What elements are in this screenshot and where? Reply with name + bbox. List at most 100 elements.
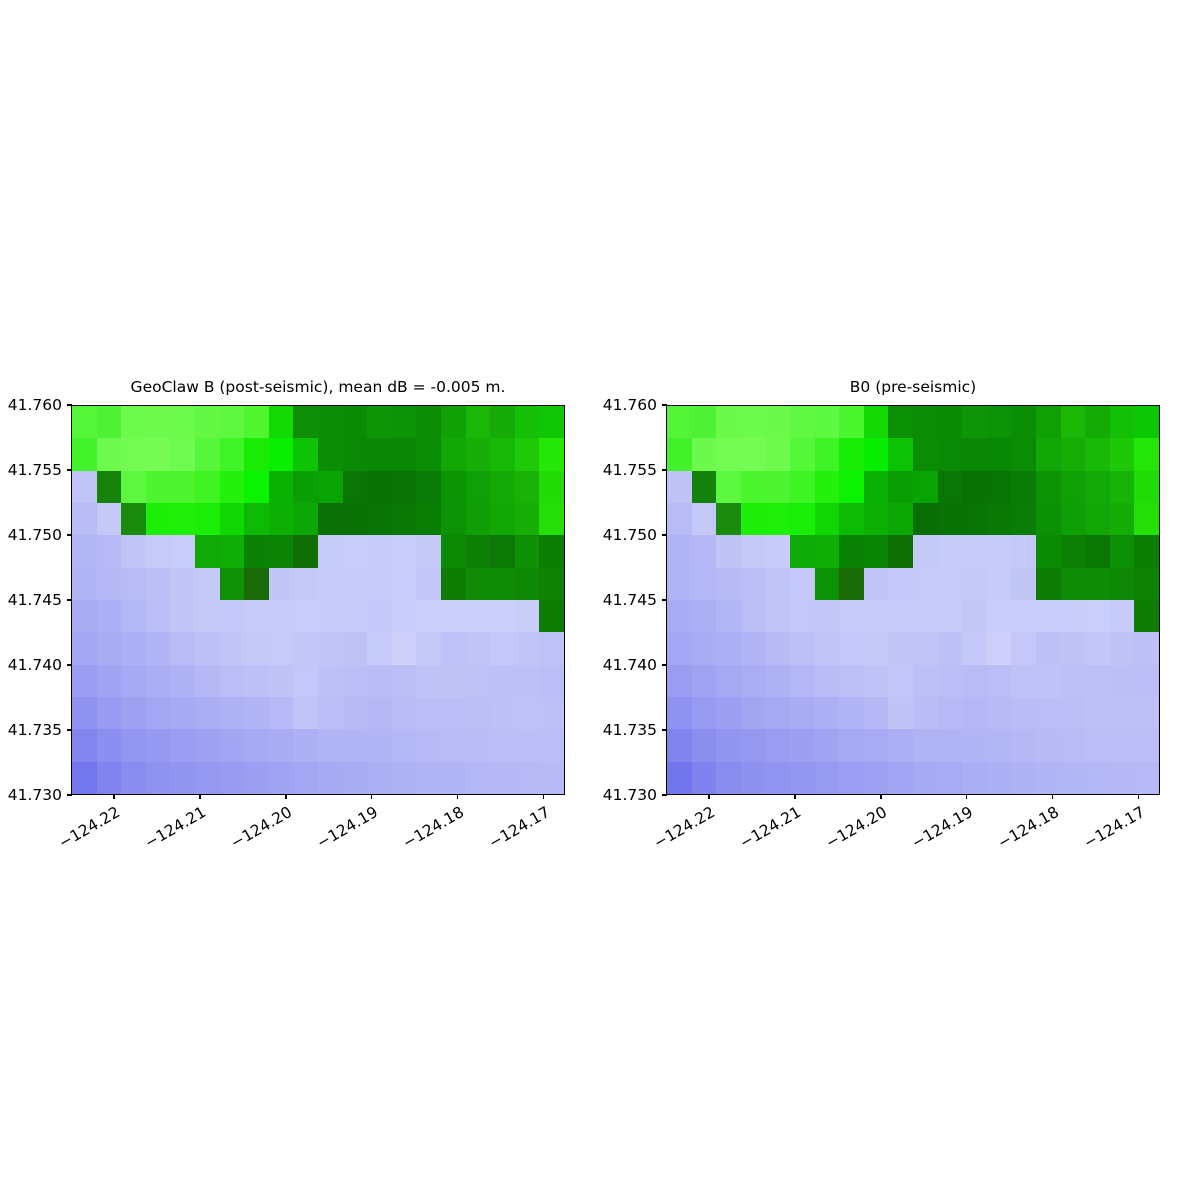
heatmap-cell (268, 535, 294, 568)
heatmap-cell (888, 761, 913, 794)
heatmap-cell (740, 438, 766, 471)
heatmap-cell (716, 535, 741, 568)
heatmap-cell (170, 502, 195, 536)
heatmap-cell (1134, 696, 1159, 730)
heatmap-cell (937, 470, 963, 503)
plot-area-right[interactable] (666, 405, 1160, 795)
heatmap-cell (170, 535, 195, 568)
heatmap-cell (667, 406, 692, 439)
heatmap-cell (1134, 664, 1159, 697)
heatmap-cell (1109, 438, 1135, 471)
heatmap-cell (145, 761, 171, 794)
y-tick-mark (662, 534, 667, 536)
heatmap-cell (72, 438, 97, 471)
heatmap-cell (740, 664, 766, 697)
x-tick-mark (1051, 794, 1054, 799)
heatmap-cell (691, 664, 717, 697)
heatmap-cell (740, 761, 766, 794)
heatmap-cell (539, 438, 564, 471)
heatmap-cell (1085, 502, 1110, 536)
heatmap-cell (244, 567, 269, 600)
heatmap-cell (1109, 729, 1135, 762)
plot-area-left[interactable] (71, 405, 565, 795)
heatmap-cell (765, 664, 790, 697)
heatmap-cell (268, 696, 294, 730)
heatmap-cell (814, 470, 840, 503)
heatmap-cell (1134, 632, 1159, 665)
y-tick-label: 41.745 (602, 591, 657, 609)
heatmap-cell (367, 502, 392, 536)
y-tick-mark (67, 534, 72, 536)
heatmap-cell (1060, 470, 1086, 503)
heatmap-cell (244, 729, 269, 762)
heatmap-cell (1011, 729, 1036, 762)
y-tick-mark (662, 794, 667, 796)
heatmap-cell (170, 599, 195, 633)
heatmap-cell (121, 567, 146, 600)
y-tick-mark (662, 599, 667, 601)
heatmap-cell (170, 664, 195, 697)
y-axis-right: 41.730 41.735 41.740 41.745 41.750 41.755 41.7… (603, 396, 1160, 804)
heatmap-cell (514, 567, 540, 600)
heatmap-cell (937, 535, 963, 568)
y-tick-label: 41.740 (602, 655, 657, 674)
heatmap-cell (913, 696, 938, 730)
heatmap-cell (195, 761, 220, 794)
heatmap-cell (170, 470, 195, 503)
heatmap-cell (293, 761, 318, 794)
heatmap-cell (962, 438, 987, 471)
y-tick-label: 41.755 (7, 460, 62, 479)
heatmap-cell (170, 406, 195, 439)
heatmap-cell (416, 696, 441, 730)
heatmap-cell (814, 406, 840, 439)
heatmap-cell (293, 470, 318, 503)
heatmap-cell (740, 599, 766, 633)
heatmap-cell (416, 632, 441, 665)
y-tick-label: 41.745 (7, 591, 62, 609)
heatmap-cell (145, 438, 171, 471)
heatmap-cell (170, 567, 195, 600)
heatmap-cell (318, 470, 343, 503)
heatmap-cell (716, 664, 741, 697)
heatmap-cell (716, 438, 741, 471)
heatmap-cell (318, 535, 343, 568)
x-tick-mark (965, 794, 968, 799)
heatmap-cell (465, 502, 491, 536)
heatmap-cell (96, 567, 122, 600)
heatmap-cell (986, 535, 1012, 568)
heatmap-cell (814, 438, 840, 471)
heatmap-cell (514, 632, 540, 665)
y-tick-label: 41.750 (7, 525, 62, 544)
heatmap-cell (72, 599, 97, 633)
heatmap-cell (72, 406, 97, 439)
y-axis-left: 41.730 41.735 41.740 41.745 41.750 41.755 41.7… (8, 396, 565, 804)
x-tick-label-text: −124.22 (650, 803, 718, 853)
heatmap-cell (765, 729, 790, 762)
heatmap-cell (416, 664, 441, 697)
heatmap-cell (293, 406, 318, 439)
heatmap-cell (514, 729, 540, 762)
heatmap-cell (839, 696, 864, 730)
heatmap-cell (937, 438, 963, 471)
heatmap-cell (293, 535, 318, 568)
x-tick-label-text: −124.19 (313, 803, 381, 853)
y-tick-label: 41.740 (7, 655, 62, 674)
heatmap-cell (195, 696, 220, 730)
heatmap-cell (342, 535, 368, 568)
heatmap-cell (72, 729, 97, 762)
heatmap-cell (514, 664, 540, 697)
x-tick-mark (284, 794, 287, 799)
heatmap-cell (244, 664, 269, 697)
heatmap-cell (790, 599, 815, 633)
heatmap-cell (667, 535, 692, 568)
heatmap-cell (1060, 696, 1086, 730)
heatmap-cell (441, 696, 466, 730)
x-tick-label-text: −124.21 (141, 803, 209, 853)
heatmap-cell (465, 664, 491, 697)
heatmap-cell (814, 502, 840, 536)
x-tick-label-text: −124.18 (399, 803, 467, 853)
heatmap-cell (195, 599, 220, 633)
heatmap-cell (863, 599, 889, 633)
heatmap-cell (416, 502, 441, 536)
heatmap-cell (72, 502, 97, 536)
